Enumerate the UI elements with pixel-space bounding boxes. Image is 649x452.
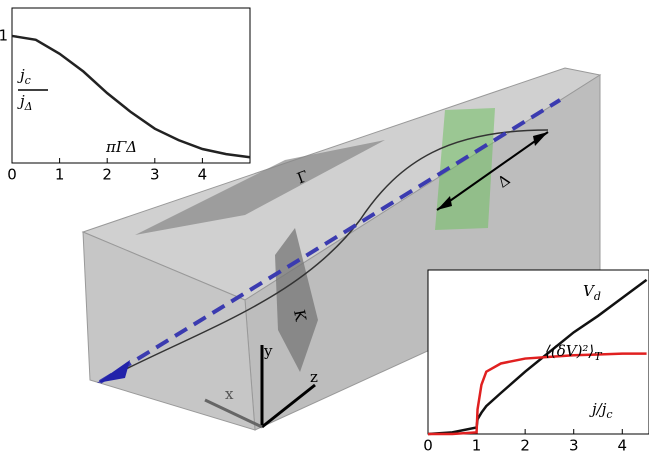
x-tick-label: 3 [150,166,160,184]
series-label: ⟨(δV)²⟩T [545,342,603,363]
y-label-numerator-sub: c [25,74,31,87]
x-axis-label-base: j/j [589,400,607,418]
x-axis-label: πΓΔ [105,138,137,156]
z-axis-arrow [261,383,316,429]
series-label-base: ⟨(δV)²⟩ [545,342,594,360]
y-label-denominator: jΔ [17,92,33,113]
box-end [82,231,256,431]
x-axis-label: j/jc [589,400,613,421]
spin-arrows [98,98,562,384]
data-line [428,352,647,436]
y-label: y [263,342,273,360]
illustration: Γ K Δ x y z [81,67,602,431]
z-label: z [310,368,318,386]
x-tick-label: 3 [569,437,579,452]
kappa-label: K [290,308,310,323]
arrow-head [97,360,130,383]
series-label: Vd [583,282,601,303]
x-tick-label: 4 [198,166,208,184]
x-tick-label: 2 [520,437,530,452]
x-tick-label: 1 [472,437,482,452]
x-tick-label: 0 [423,437,433,452]
y-label-numerator-base: j [17,66,25,84]
x-tick-label: 4 [618,437,628,452]
y-label-numerator: jc [17,66,31,87]
x-tick-label: 0 [7,166,17,184]
data-line [11,34,251,159]
arrow-head [437,196,452,210]
y-label-denominator-sub: Δ [24,100,33,113]
x-tick-label: 1 [55,166,65,184]
series-label-sub: T [594,350,603,363]
x-tick-label: 2 [102,166,112,184]
series-label-base: V [583,282,596,300]
inset-frame [427,269,649,435]
delta-arrow [436,131,549,211]
x-axis-arrow [204,398,263,429]
x-axis-label-sub: c [606,408,612,421]
arrow-head [533,132,548,146]
gamma-plane [135,140,385,235]
y-tick-label: 1 [0,26,8,44]
kappa-plane [275,228,318,372]
vortex-line [99,129,549,383]
series-label-sub: d [594,290,601,303]
inset-frame [11,7,251,164]
x-label: x [225,385,234,403]
y-label-denominator-base: j [17,92,25,110]
